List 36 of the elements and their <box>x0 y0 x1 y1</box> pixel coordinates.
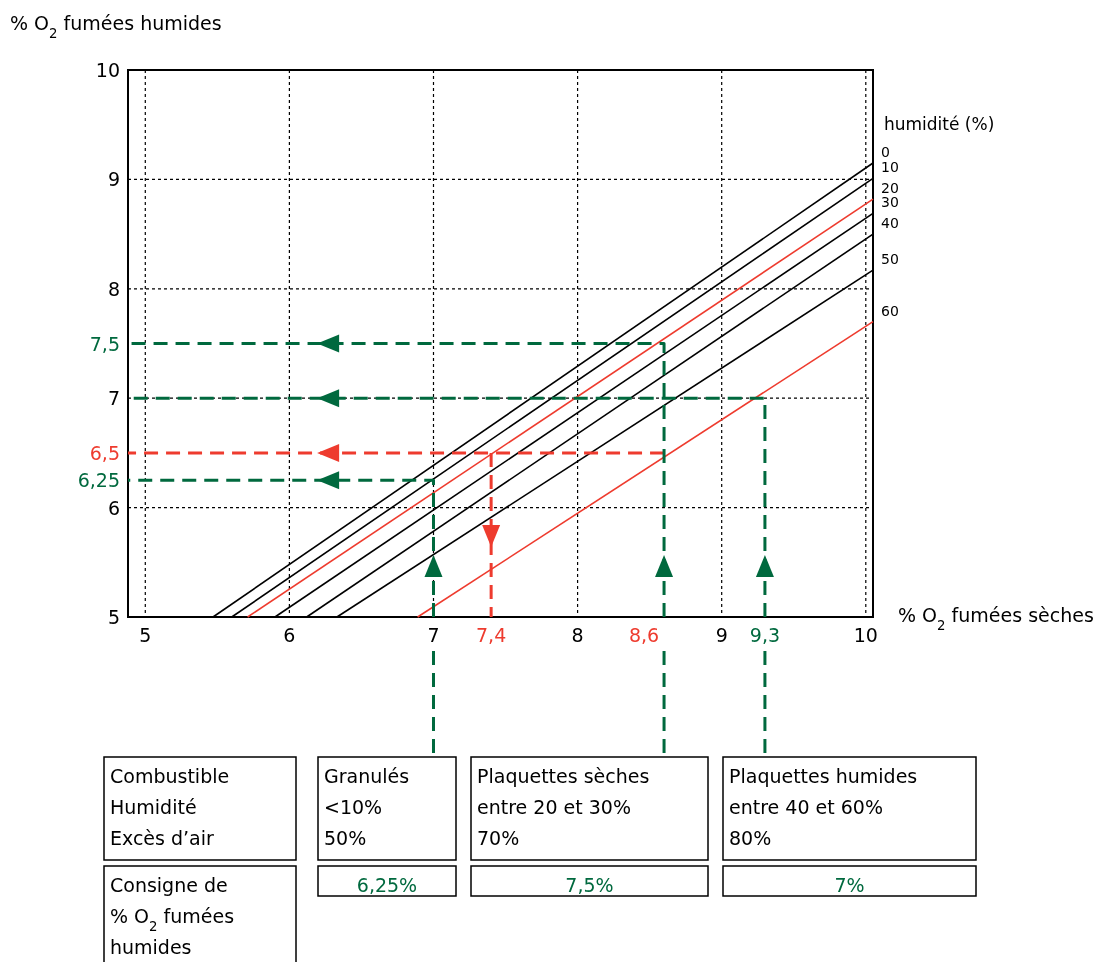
text: Granulés <10% 50% <box>324 765 410 849</box>
series-label: 50 <box>881 251 899 268</box>
y-tick-label: 10 <box>95 59 120 81</box>
annotation: 6,25 <box>77 469 120 492</box>
y-axis-title: % O$_{2}$ fumées humides <box>10 12 222 41</box>
series-label: 10 <box>881 159 899 176</box>
x-axis-title: % O$_{2}$ fumées sèches <box>898 604 1094 633</box>
y-tick-label: 8 <box>107 277 120 300</box>
y-tick-label: 9 <box>107 168 120 191</box>
x-tick-label: 7 <box>427 624 440 646</box>
series-label: 20 <box>881 180 899 197</box>
series-label: 40 <box>881 215 899 232</box>
x-tick-label: 8 <box>571 624 584 646</box>
series-label: 60 <box>881 302 899 319</box>
annotation: 7,4 <box>476 624 507 646</box>
text: Consigne de % O$_{2}$ fumées humides <box>110 874 235 958</box>
text: 7,5% <box>565 874 614 896</box>
series-label: 30 <box>881 194 899 211</box>
text: 7% <box>834 874 865 896</box>
annotation: 6,5 <box>89 441 120 464</box>
annotation: 8,6 <box>628 624 660 646</box>
x-tick-label: 5 <box>139 624 152 646</box>
annotation: 9,3 <box>749 624 781 646</box>
text: Combustible Humidité Excès d’air <box>110 765 230 849</box>
annotation: 7,5 <box>89 332 120 355</box>
y-tick-label: 7 <box>107 387 120 410</box>
x-tick-label: 10 <box>853 624 878 646</box>
legend-title: humidité (%) <box>884 114 995 134</box>
text: Plaquettes humides entre 40 et 60% 80% <box>729 765 918 849</box>
text: Plaquettes sèches entre 20 et 30% 70% <box>477 765 650 849</box>
text: 6,25% <box>356 874 418 896</box>
series-label: 0 <box>881 143 890 160</box>
x-tick-label: 9 <box>715 624 728 646</box>
y-tick-label: 6 <box>107 496 120 519</box>
x-tick-label: 6 <box>283 624 296 646</box>
y-tick-label: 5 <box>107 606 120 628</box>
